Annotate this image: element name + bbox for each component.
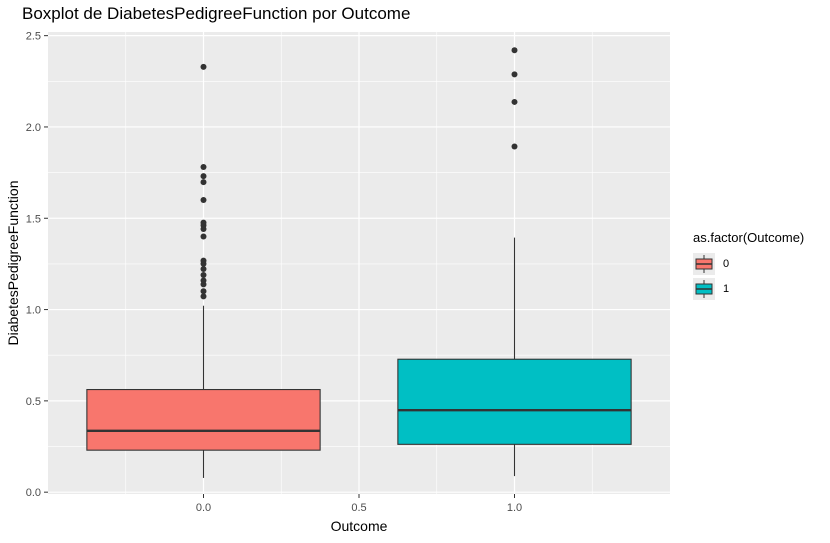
legend-key-0	[693, 253, 715, 275]
outlier-point	[200, 233, 207, 240]
y-tick-label: 2.0	[26, 122, 41, 134]
legend-label-1: 1	[723, 283, 730, 295]
y-tick-label: 1.5	[26, 213, 41, 225]
outlier-point	[511, 98, 518, 105]
x-tick-label: 1.0	[507, 502, 522, 514]
outlier-point	[200, 163, 207, 170]
outlier-point	[200, 266, 207, 273]
outlier-point	[200, 257, 207, 264]
y-axis: 0.0 0.5 1.0 1.5 2.0 2.5	[26, 31, 48, 499]
y-tick-label: 0.5	[26, 396, 41, 408]
legend-key-1	[693, 278, 715, 300]
legend-title: as.factor(Outcome)	[693, 230, 805, 245]
y-tick-label: 1.0	[26, 305, 41, 317]
outlier-point	[200, 63, 207, 70]
outlier-point	[200, 179, 207, 186]
box-group-0	[86, 63, 321, 478]
x-axis: 0.0 0.5 1.0	[196, 494, 522, 514]
legend-item-1: 1	[693, 278, 804, 301]
box-1	[397, 358, 632, 445]
box-group-1	[397, 47, 632, 477]
y-axis-label: DiabetesPedigreeFunction	[5, 181, 21, 346]
legend-label-0: 0	[723, 258, 730, 270]
x-tick-label: 0.0	[196, 502, 211, 514]
outlier-point	[200, 173, 207, 180]
y-tick-label: 2.5	[26, 31, 41, 43]
outlier-point	[200, 293, 207, 300]
outlier-point	[200, 197, 207, 203]
outlier-point	[511, 47, 518, 54]
outlier-point	[511, 143, 518, 150]
y-tick-label: 0.0	[26, 487, 41, 499]
legend: as.factor(Outcome) 0 1	[693, 230, 804, 301]
box-0	[86, 388, 321, 451]
x-tick-label: 0.5	[351, 502, 366, 514]
outlier-point	[200, 277, 207, 284]
chart-title: Boxplot de DiabetesPedigreeFunction por …	[22, 4, 411, 23]
outlier-point	[200, 219, 207, 226]
outlier-point	[200, 272, 207, 279]
boxes	[86, 47, 632, 478]
x-axis-label: Outcome	[331, 518, 388, 534]
legend-item-0: 0	[693, 253, 804, 276]
outlier-point	[200, 288, 207, 295]
outlier-point	[511, 71, 518, 78]
